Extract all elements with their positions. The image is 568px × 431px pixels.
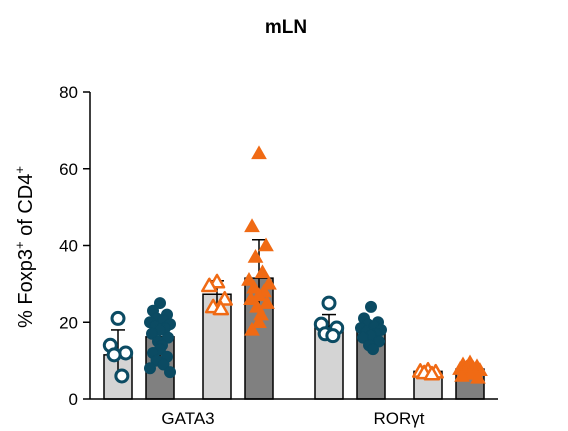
data-point <box>164 366 176 379</box>
y-axis-label: % Foxp3+ of CD4+ <box>12 166 37 328</box>
y-axis-label-mid: of CD4 <box>15 174 37 242</box>
data-point <box>246 279 262 294</box>
y-tick-label: 80 <box>59 83 78 102</box>
axes-layer: 0 20 40 60 80 GATA3 RORγt <box>59 83 498 428</box>
data-point <box>325 328 341 344</box>
data-point <box>258 237 274 252</box>
y-tick-label: 40 <box>59 237 78 256</box>
data-point <box>321 295 337 311</box>
y-axis-label-sup1: + <box>12 241 27 249</box>
data-point <box>259 295 275 309</box>
data-point <box>261 275 277 290</box>
points-layer <box>102 145 488 384</box>
data-point <box>244 218 260 233</box>
y-tick-label: 20 <box>59 313 78 332</box>
data-point <box>251 145 267 160</box>
y-tick-label: 60 <box>59 160 78 179</box>
data-point <box>241 272 257 286</box>
x-category-label: GATA3 <box>161 409 214 428</box>
data-point <box>110 310 126 326</box>
data-point <box>244 321 260 336</box>
data-point <box>247 249 264 263</box>
data-point <box>144 362 156 375</box>
data-point <box>365 300 377 313</box>
data-point <box>470 369 486 384</box>
data-point <box>254 264 271 279</box>
data-point <box>423 365 441 381</box>
data-point <box>157 358 170 371</box>
data-point <box>243 291 259 305</box>
data-point <box>251 287 267 302</box>
x-category-label: RORγt <box>374 409 425 428</box>
data-point <box>212 300 230 316</box>
data-point <box>201 277 218 293</box>
y-axis-label-pre: % Foxp3 <box>15 249 37 328</box>
y-axis-label-sup2: + <box>12 166 27 174</box>
data-point <box>114 368 130 384</box>
data-point <box>154 297 166 310</box>
data-point <box>106 347 122 363</box>
y-tick-label: 0 <box>69 390 78 409</box>
data-point <box>251 314 267 328</box>
data-point <box>367 343 379 356</box>
data-point <box>454 367 470 382</box>
chart-title: mLN <box>265 17 307 38</box>
data-point <box>118 345 134 361</box>
